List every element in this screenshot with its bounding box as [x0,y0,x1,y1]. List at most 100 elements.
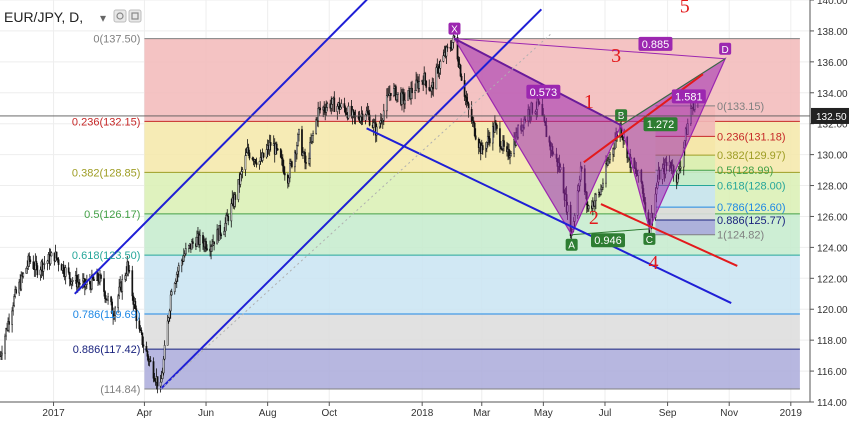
candle-body [510,153,512,157]
candle-body [127,261,130,271]
fib-small-level-label: 0.618(128.00) [717,181,786,193]
candle-body [12,305,14,312]
candle-body [367,112,370,116]
fib-small-level-label: 0.382(129.97) [717,150,786,162]
candle-body [177,265,180,272]
candle-body [302,152,304,156]
candle-body [425,80,428,88]
candle-body [5,328,7,337]
candle-body [36,265,39,276]
candle-body [117,295,120,309]
candle-body [481,145,484,151]
wave-count-label: 5 [680,0,690,17]
candle-body [304,152,306,163]
candle-body [196,236,198,247]
candle-body [676,173,679,183]
candle-body [403,93,405,105]
candle-body [508,149,510,158]
candle-body [474,135,477,140]
candle-body [27,255,30,267]
candle-body [317,108,319,122]
candle-body [385,95,388,112]
candle-body [294,151,296,168]
wave-upper-line [583,73,704,164]
candle-body [227,216,230,222]
candle-body [25,268,28,274]
candle-body [211,244,213,247]
candle-body [192,241,194,244]
candle-body [359,116,362,122]
candle-body [145,345,148,352]
candle-body [29,259,32,263]
candle-body [605,162,607,184]
candle-body [166,320,169,346]
candle-body [280,156,283,159]
candle-body [180,260,183,266]
candle-body [347,105,350,119]
candle-body [167,317,170,322]
candle-body [275,143,278,150]
pattern-ratio-label: 0.946 [594,235,622,247]
candle-body [509,155,511,158]
candle-body [401,91,403,105]
candle-body [279,148,282,158]
candle-body [485,141,488,149]
candle-body [276,148,279,151]
candle-body [587,205,590,210]
candle-body [206,248,208,250]
candle-body [364,114,367,121]
candle-body [404,100,406,105]
candle-body [336,106,339,112]
candle-body [301,129,303,156]
candle-body [188,245,190,249]
candle-body [282,165,285,174]
candle-body [614,140,616,149]
time-tick-label: 2017 [42,408,65,419]
candle-body [439,61,442,69]
fib-level-label: 0.618(123.50) [72,250,141,262]
fib-small-level-label: 0.886(125.77) [717,215,786,227]
candle-body [138,320,141,330]
candle-body [472,120,475,124]
candle-body [71,280,74,282]
candle-body [182,255,185,262]
pattern-line-xd [454,38,726,60]
candle-body [56,257,59,260]
time-tick-label: Jul [599,408,612,419]
candle-body [495,122,497,126]
visibility-icon[interactable] [128,9,142,23]
candle-body [451,42,454,50]
candle-body [152,361,155,379]
candle-body [677,168,680,175]
candle-body [128,270,131,272]
candle-body [378,122,381,128]
settings-icon[interactable] [113,9,127,23]
fib-small-level-label: 1(124.82) [717,230,764,242]
fib-small-level-label: 0.236(131.18) [717,131,786,143]
candle-body [170,291,173,296]
candle-body [457,58,460,67]
candle-body [20,275,23,290]
downtrend-line [366,127,732,304]
candle-body [240,171,243,175]
candle-body [4,335,6,354]
time-tick-label: Sep [659,408,677,419]
candle-body [49,255,52,265]
candle-body [340,103,343,108]
time-tick-label: Jun [198,408,214,419]
candle-body [442,55,445,62]
candle-body [414,90,416,94]
candle-body [361,113,364,121]
price-tick-label: 120.00 [817,305,848,316]
channel-upper [74,0,368,295]
pattern-point-marker [448,22,461,35]
chart-title-dropdown[interactable]: ▾ [100,11,106,25]
pattern-ratio-box [526,84,561,99]
candle-body [26,265,29,269]
pattern-ratio-box [671,89,706,104]
candle-body [607,160,609,166]
candle-body [97,272,99,281]
candle-body [594,200,596,207]
candle-body [210,246,212,252]
candle-body [296,145,298,155]
